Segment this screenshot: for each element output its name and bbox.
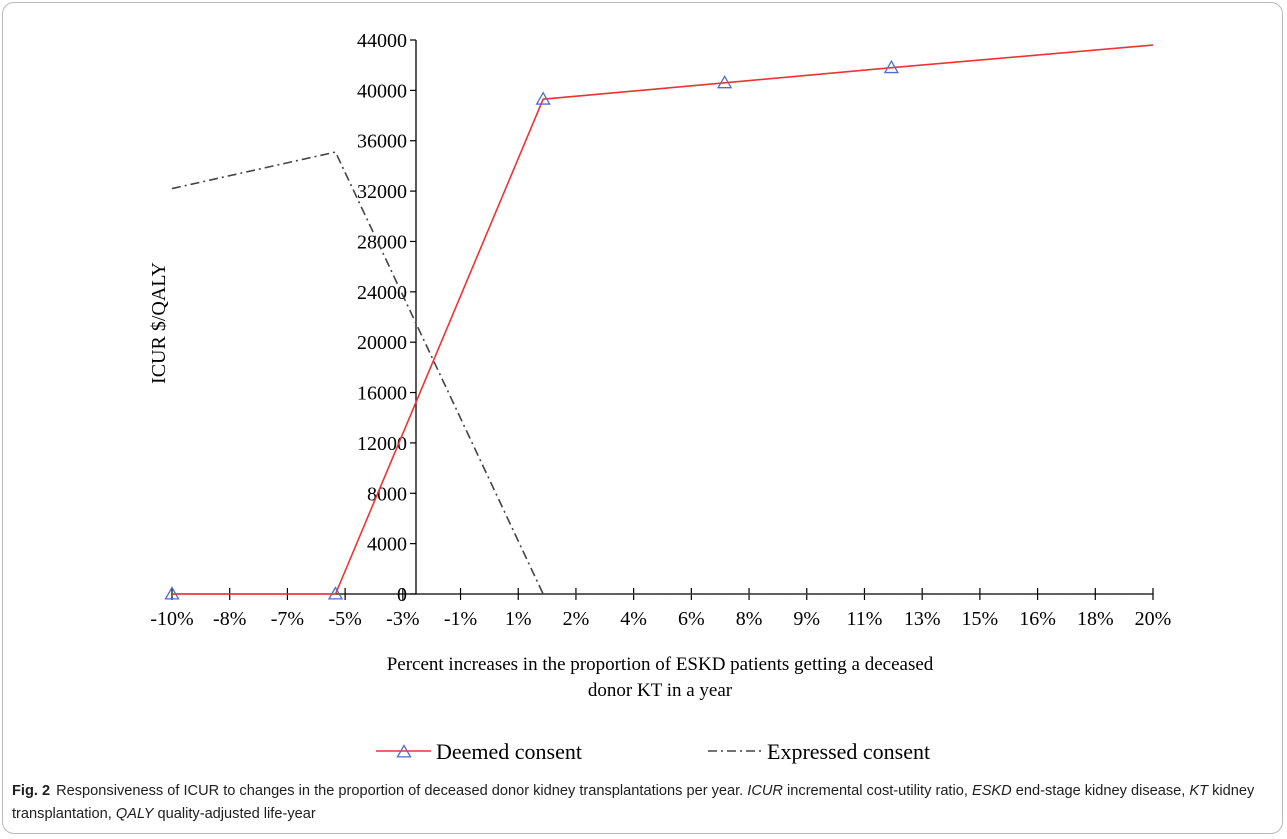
data-point-marker bbox=[535, 91, 551, 105]
x-tick-label: 18% bbox=[1077, 608, 1114, 630]
x-tick-label: 6% bbox=[678, 608, 705, 630]
figure-label: Fig. 2 bbox=[12, 783, 51, 799]
x-axis-title-line: donor KT in a year bbox=[588, 680, 733, 701]
x-tick-label: 1% bbox=[505, 608, 532, 630]
y-tick-label: 32000 bbox=[357, 181, 407, 203]
caption-abbrev: QALY bbox=[115, 806, 154, 822]
y-tick-label: 12000 bbox=[357, 433, 407, 455]
x-tick-label: 2% bbox=[563, 608, 590, 630]
y-tick-label: 36000 bbox=[357, 131, 407, 153]
x-tick-label: -10% bbox=[150, 608, 193, 630]
x-tick-label: 4% bbox=[620, 608, 647, 630]
y-axis-title: ICUR $/QALY bbox=[148, 262, 170, 384]
legend-label-expressed: Expressed consent bbox=[767, 739, 930, 764]
y-tick-label: 4000 bbox=[367, 534, 407, 556]
series-line-deemed-consent bbox=[172, 44, 1154, 595]
x-tick-label: 20% bbox=[1135, 608, 1172, 630]
x-tick-label: -1% bbox=[444, 608, 477, 630]
figure-caption: Fig. 2 Responsiveness of ICUR to changes … bbox=[12, 780, 1277, 826]
x-tick-label: -7% bbox=[271, 608, 304, 630]
legend-marker-triangle bbox=[396, 744, 412, 758]
data-point-marker bbox=[883, 59, 900, 74]
y-tick-label: 16000 bbox=[357, 383, 407, 405]
caption-segment: incremental cost-utility ratio, bbox=[782, 783, 972, 799]
caption-segment: quality-adjusted life-year bbox=[153, 806, 316, 822]
x-tick-label: 8% bbox=[736, 608, 763, 630]
y-tick-label: 8000 bbox=[367, 483, 407, 505]
y-tick-label: 44000 bbox=[357, 30, 407, 52]
caption-abbrev: ICUR bbox=[747, 783, 783, 799]
x-tick-label: -5% bbox=[328, 608, 361, 630]
y-tick-label: 40000 bbox=[357, 80, 407, 102]
x-tick-label: 11% bbox=[847, 608, 883, 630]
caption-abbrev: KT bbox=[1189, 783, 1209, 799]
y-tick-label: 20000 bbox=[357, 332, 407, 354]
caption-segment: kidney transplantation, bbox=[12, 783, 1255, 822]
data-point-marker bbox=[327, 586, 344, 600]
x-axis-title-line: Percent increases in the proportion of E… bbox=[387, 654, 934, 675]
y-tick-label: 0 bbox=[397, 584, 407, 606]
caption-abbrev: ESKD bbox=[971, 783, 1012, 799]
line-chart: 0 4000 8000 12000 16000 20000 24000 28000 32000 3… bbox=[148, 30, 1172, 764]
legend-label-deemed: Deemed consent bbox=[436, 739, 582, 764]
data-point-marker bbox=[717, 74, 733, 89]
caption-segment: end-stage kidney disease, bbox=[1011, 783, 1190, 799]
x-tick-label: 15% bbox=[962, 608, 999, 630]
data-point-marker bbox=[164, 586, 180, 600]
x-tick-label: 16% bbox=[1019, 608, 1056, 630]
x-tick-label: 13% bbox=[904, 608, 941, 630]
y-tick-label: 24000 bbox=[357, 282, 407, 304]
series-line-expressed-consent bbox=[171, 151, 1153, 595]
y-tick-label: 28000 bbox=[357, 231, 407, 253]
caption-segment: Responsiveness of ICUR to changes in the… bbox=[56, 783, 748, 799]
caption-text: Responsiveness of ICUR to changes in the… bbox=[12, 783, 1254, 822]
x-tick-label: -3% bbox=[386, 608, 419, 630]
x-tick-label: 9% bbox=[793, 608, 820, 630]
x-tick-label: -8% bbox=[213, 608, 246, 630]
